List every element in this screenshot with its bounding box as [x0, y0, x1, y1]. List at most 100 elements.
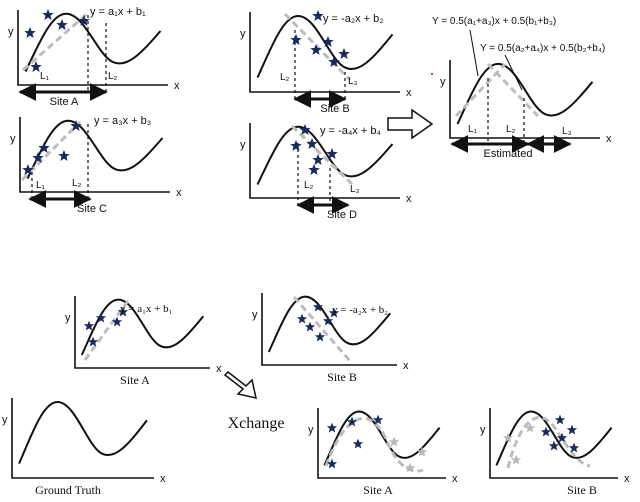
top-site-d-x-label: x: [406, 193, 412, 205]
top-site-b-curve: [256, 14, 394, 79]
top-site-d-label-l3: L₃: [350, 184, 360, 195]
top-site-b-label-l3: L₃: [348, 76, 358, 87]
out-site-b-star-0: [554, 414, 566, 425]
out-site-b-star-3: [566, 424, 578, 435]
top-site-a-label-l2: L₂: [108, 71, 118, 82]
out-site-b-axes: [489, 408, 618, 479]
out-site-a-fit-curve: [324, 417, 424, 473]
top-estimated-label-l3: L₃: [562, 126, 572, 137]
top-site-d-star-1: [290, 140, 302, 151]
bottom-site-a-axes: [74, 296, 210, 369]
top-estimated-fit-line-1: [454, 62, 507, 118]
top-estimated-equation-1: Y = 0.5(a₁+a₃)x + 0.5(b₁+b₃): [432, 16, 556, 27]
bottom-site-b-y-label: y: [252, 309, 258, 321]
top-site-a-star-1: [42, 9, 54, 20]
top-site-d-label-l2: L₂: [304, 180, 314, 191]
bottom-site-b-equation: y = -a₂x + b₂: [332, 304, 388, 316]
top-estimated-label-l2: L₂: [506, 124, 516, 135]
top-site-b-star-1: [290, 34, 302, 45]
out-site-a-title: Site A: [363, 483, 393, 497]
top-estimated-x-label: x: [606, 133, 612, 145]
bottom-site-b-x-label: x: [403, 360, 409, 372]
bottom-site-a-x-label: x: [216, 363, 222, 375]
bottom-site-b-star-2: [304, 321, 316, 332]
top-site-d-star-5: [308, 164, 320, 175]
top-site-a-title: Site A: [50, 96, 79, 108]
bottom-site-b-title: Site B: [327, 370, 357, 384]
top-site-d-curve: [256, 125, 394, 185]
top-site-d-star-3: [312, 154, 324, 165]
top-site-d-y-label: y: [240, 139, 246, 151]
bottom-site-b-axes: [261, 293, 397, 366]
ground-truth-y-label: y: [2, 414, 8, 426]
top-site-a-label-l1: L₁: [40, 71, 50, 82]
top-site-c-label-l1: L₁: [36, 180, 46, 191]
top-site-b-axes: [249, 12, 400, 93]
out-site-b-curve: [495, 410, 613, 466]
top-site-c-curve: [26, 119, 164, 179]
top-estimated-pointer-2: [504, 54, 523, 91]
bottom-site-b-curve: [267, 295, 392, 353]
top-site-c-fit-line: [20, 120, 82, 182]
top-estimated-equation-2: Y = 0.5(a₂+a₄)x + 0.5(b₂+b₄): [480, 43, 605, 54]
top-site-c-axes: [19, 117, 170, 193]
bottom-site-b-fit-line: [292, 296, 352, 362]
bottom-site-a-fit-line: [83, 297, 132, 361]
top-estimated-pointer-1: [469, 29, 479, 77]
top-site-b-x-label: x: [406, 87, 412, 99]
top-site-c-equation: y = a₃x + b₃: [94, 115, 151, 127]
bottom-site-a-title: Site A: [120, 373, 150, 387]
merge-arrow: [387, 108, 434, 140]
top-site-b-label-l2: L₂: [280, 72, 290, 83]
top-site-a-y-label: y: [8, 26, 14, 38]
out-site-a-gray-star-2: [416, 446, 428, 457]
top-site-b-star-2: [310, 44, 322, 55]
top-estimated-y-label: y: [440, 76, 446, 88]
top-site-b-y-label: y: [240, 28, 246, 40]
top-site-a-star-0: [24, 27, 36, 38]
top-site-a-x-label: x: [174, 80, 180, 92]
out-site-b-x-label: x: [624, 473, 630, 485]
top-site-b-title: Site B: [320, 103, 349, 115]
top-site-a-axes: [17, 10, 168, 86]
top-site-b-star-5: [338, 48, 350, 59]
out-site-b-y-label: y: [480, 424, 486, 436]
top-site-a-star-2: [56, 19, 68, 30]
out-site-a-axes: [317, 408, 446, 479]
xchange-arrow: [223, 371, 257, 399]
top-estimated-label-l1: L₁: [468, 124, 478, 135]
top-estimated-title: Estimated: [484, 148, 533, 160]
top-site-b-equation: y = -a₂x + b₂: [323, 13, 384, 25]
out-site-b-title: Site B: [567, 483, 597, 497]
out-site-a-star-4: [352, 438, 364, 449]
ground-truth-x-label: x: [160, 473, 166, 485]
top-site-d-fit-line: [290, 124, 354, 186]
top-site-a-equation: y = a₁x + b₁: [90, 6, 146, 18]
ground-truth-axes: [11, 398, 154, 479]
ground-truth-curve: [18, 400, 148, 464]
xchange-label: Xchange: [228, 415, 285, 432]
out-site-a-curve: [323, 410, 441, 466]
top-site-c-y-label: y: [10, 133, 16, 145]
top-site-b-star-3: [322, 36, 334, 47]
top-site-c-label-l2: L₂: [72, 178, 82, 189]
top-site-d-equation: y = -a₄x + b₄: [320, 125, 381, 137]
top-site-b-fit-line: [283, 12, 352, 82]
top-estimated-curve: [456, 62, 594, 125]
bottom-site-a-y-label: y: [65, 312, 71, 324]
red-dot: [431, 73, 433, 75]
bottom-site-a-equation: y = a₁x + b₁: [120, 303, 173, 315]
top-site-d-axes: [249, 123, 400, 199]
top-site-d-title: Site D: [327, 209, 357, 221]
top-site-c-x-label: x: [176, 187, 182, 199]
top-estimated-fit-line-2: [486, 62, 540, 118]
bottom-site-b-star-1: [296, 313, 308, 324]
out-site-a-star-0: [326, 422, 338, 433]
top-site-a-fit-line: [22, 11, 89, 72]
ground-truth-title: Ground Truth: [35, 483, 101, 497]
top-site-c-star-3: [58, 150, 70, 161]
out-site-b-star-4: [568, 442, 580, 453]
top-site-a-curve: [24, 12, 162, 72]
out-site-a-x-label: x: [452, 473, 458, 485]
